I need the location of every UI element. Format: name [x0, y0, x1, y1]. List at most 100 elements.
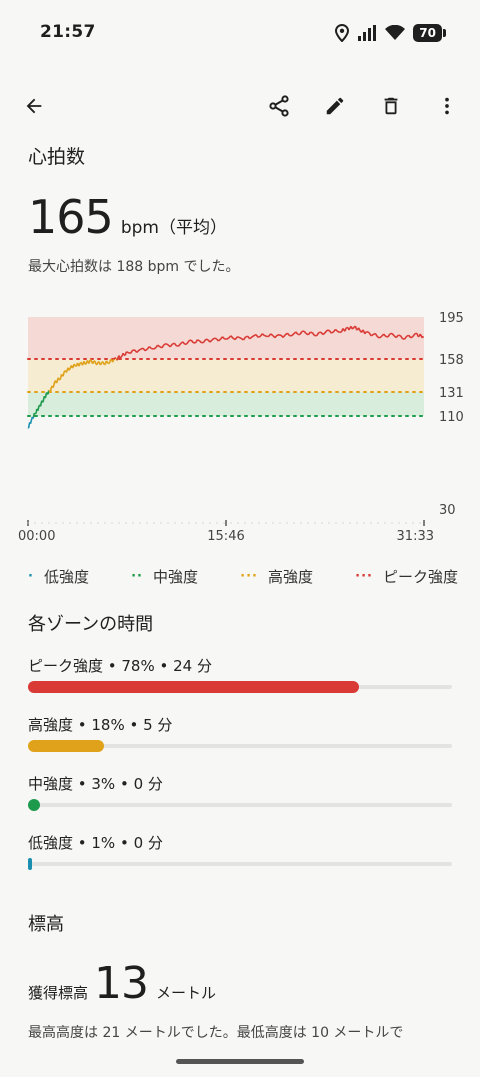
- more-vert-icon: [445, 97, 449, 115]
- x-axis-dot: [293, 522, 295, 524]
- zone-label-low: 低強度 • 1% • 0 分: [28, 834, 163, 852]
- x-axis-dot: [384, 522, 386, 524]
- x-axis-dot: [251, 522, 253, 524]
- zone-track-low: [28, 858, 452, 870]
- wifi-icon: [385, 25, 406, 40]
- x-axis-dot: [216, 522, 218, 524]
- x-axis-dot: [195, 522, 197, 524]
- y-tick-label: 158: [439, 353, 464, 368]
- x-axis-dot: [419, 522, 421, 524]
- zone-fill-peak: [28, 681, 359, 693]
- zone-row-high: 高強度 • 18% • 5 分: [28, 714, 452, 752]
- x-axis-dot: [55, 522, 57, 524]
- heart-rate-line-low: [27, 416, 35, 429]
- zone-fill-low: [28, 858, 32, 870]
- zone-label-medium: 中強度 • 3% • 0 分: [28, 775, 163, 793]
- legend-label-low: 低強度: [43, 568, 89, 586]
- x-axis-dot: [307, 522, 309, 524]
- x-axis-dot: [202, 522, 204, 524]
- back-button[interactable]: [12, 84, 56, 128]
- x-axis-dot: [363, 522, 365, 524]
- share-button[interactable]: [257, 84, 301, 128]
- y-tick-label: 110: [439, 410, 464, 425]
- zone-label-peak: ピーク強度 • 78% • 24 分: [28, 657, 212, 675]
- zone-row-low: 低強度 • 1% • 0 分: [28, 832, 452, 870]
- x-axis-dot: [153, 522, 155, 524]
- elevation-gain-unit: メートル: [156, 984, 217, 1002]
- x-axis-dot: [160, 522, 162, 524]
- legend-label-medium: 中強度: [153, 568, 199, 586]
- legend-marker-low: ·: [28, 569, 34, 584]
- y-tick-label: 131: [439, 386, 464, 401]
- legend-item-low: · 低強度: [28, 566, 89, 587]
- legend-item-high: ··· 高強度: [240, 566, 313, 587]
- x-axis-dot: [314, 522, 316, 524]
- battery-indicator: 70: [413, 24, 446, 42]
- legend-marker-peak: ···: [355, 569, 373, 584]
- share-icon: [269, 95, 289, 117]
- zone-track-peak: [28, 681, 452, 693]
- home-indicator[interactable]: [176, 1059, 304, 1064]
- x-axis-dot: [279, 522, 281, 524]
- x-axis-dot: [69, 522, 71, 524]
- zone-track-high: [28, 740, 452, 752]
- zone-row-peak: ピーク強度 • 78% • 24 分: [28, 655, 452, 693]
- x-axis-dot: [83, 522, 85, 524]
- x-axis-dot: [230, 522, 232, 524]
- zone-fill-medium: [28, 799, 40, 811]
- elevation-title: 標高: [28, 914, 64, 935]
- x-axis-dot: [286, 522, 288, 524]
- legend-item-peak: ··· ピーク強度: [355, 566, 458, 587]
- zone-band-peak: [28, 317, 424, 359]
- status-time: 21:57: [40, 22, 96, 42]
- x-axis-dot: [209, 522, 211, 524]
- x-axis-dot: [370, 522, 372, 524]
- x-axis-dot: [104, 522, 106, 524]
- x-axis-dot: [27, 522, 29, 524]
- edit-button[interactable]: [313, 84, 357, 128]
- x-axis-dot: [132, 522, 134, 524]
- status-bar: 21:57 70: [0, 0, 480, 64]
- x-axis-dot: [321, 522, 323, 524]
- x-axis-dot: [237, 522, 239, 524]
- x-tick-label: 31:33: [397, 529, 434, 544]
- x-axis-dot: [405, 522, 407, 524]
- y-tick-label: 30: [439, 503, 456, 518]
- x-axis-dot: [181, 522, 183, 524]
- legend-marker-medium: ··: [131, 569, 143, 584]
- x-axis-dot: [265, 522, 267, 524]
- elevation-gain-label: 獲得標高: [28, 984, 89, 1002]
- x-axis-dot: [118, 522, 120, 524]
- location-icon: [335, 24, 350, 42]
- x-axis-dot: [125, 522, 127, 524]
- x-axis-dot: [335, 522, 337, 524]
- x-axis-dot: [146, 522, 148, 524]
- x-axis-dot: [111, 522, 113, 524]
- delete-button[interactable]: [369, 84, 413, 128]
- x-axis-dot: [258, 522, 260, 524]
- zone-label-high: 高強度 • 18% • 5 分: [28, 716, 173, 734]
- legend-label-peak: ピーク強度: [382, 568, 458, 586]
- x-axis-dot: [300, 522, 302, 524]
- x-axis-dot: [412, 522, 414, 524]
- elevation-gain-value: 13: [94, 958, 149, 1009]
- x-axis-dot: [90, 522, 92, 524]
- x-axis-dot: [244, 522, 246, 524]
- more-options-button[interactable]: [425, 84, 469, 128]
- x-axis-dot: [41, 522, 43, 524]
- status-icons: 70: [335, 24, 446, 42]
- zone-track-medium: [28, 799, 452, 811]
- elevation-gain: 獲得標高 13 メートル: [28, 958, 216, 1009]
- x-axis-dot: [174, 522, 176, 524]
- x-axis-dot: [272, 522, 274, 524]
- x-axis-dot: [342, 522, 344, 524]
- arrow-back-icon: [26, 98, 42, 114]
- x-axis-dot: [188, 522, 190, 524]
- x-axis-dot: [48, 522, 50, 524]
- x-axis-dot: [398, 522, 400, 524]
- x-axis-dot: [76, 522, 78, 524]
- x-axis-dot: [97, 522, 99, 524]
- y-tick-label: 195: [439, 311, 464, 326]
- heart-rate-line-peak: [113, 325, 425, 361]
- x-axis-dot: [328, 522, 330, 524]
